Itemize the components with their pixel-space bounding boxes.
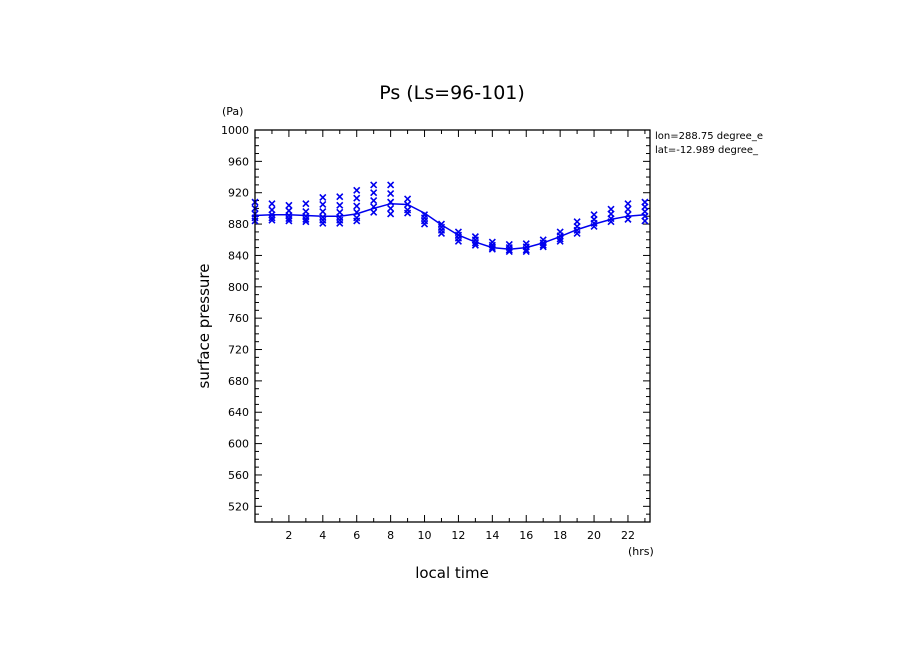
- data-point: [285, 201, 293, 209]
- x-tick-label: 16: [519, 529, 533, 542]
- data-point: [353, 186, 361, 194]
- y-tick-label: 560: [228, 469, 249, 482]
- data-point: [404, 200, 412, 209]
- data-point: [471, 239, 479, 247]
- data-point: [285, 217, 293, 225]
- data-point: [370, 208, 378, 216]
- data-point: [387, 210, 395, 218]
- data-point: [471, 241, 479, 249]
- y-tick-label: 800: [228, 281, 249, 294]
- data-point: [268, 200, 276, 208]
- data-point: [302, 200, 310, 208]
- y-tick-label: 880: [228, 218, 249, 231]
- y-tick-label: 840: [228, 249, 249, 262]
- x-tick-label: 8: [387, 529, 394, 542]
- data-point: [268, 214, 276, 222]
- chart-title: Ps (Ls=96-101): [379, 82, 525, 104]
- data-point: [420, 220, 429, 228]
- data-point: [336, 219, 344, 227]
- y-axis-label: surface pressure: [195, 264, 213, 389]
- data-point: [404, 209, 412, 217]
- data-point: [505, 246, 513, 254]
- x-tick-label: 14: [485, 529, 499, 542]
- data-point: [370, 181, 378, 189]
- x-tick-label: 12: [451, 529, 465, 542]
- x-tick-label: 6: [353, 529, 360, 542]
- data-point: [624, 205, 632, 213]
- data-point: [539, 243, 547, 251]
- x-tick-label: 20: [587, 529, 601, 542]
- data-point: [624, 215, 632, 223]
- data-point: [370, 196, 378, 205]
- data-point: [370, 189, 378, 197]
- data-point: [353, 202, 361, 210]
- data-point: [268, 216, 276, 224]
- y-tick-label: 960: [228, 155, 249, 168]
- data-point: [607, 218, 615, 226]
- y-tick-label: 1000: [221, 124, 249, 137]
- data-point: [336, 201, 344, 209]
- data-point: [522, 246, 530, 254]
- y-tick-label: 720: [228, 344, 249, 357]
- x-tick-label: 18: [553, 529, 567, 542]
- data-point: [302, 218, 310, 226]
- data-point: [556, 237, 564, 245]
- data-point: [370, 203, 378, 211]
- data-point: [505, 247, 513, 256]
- y-axis-unit: (Pa): [222, 105, 243, 118]
- data-point: [353, 208, 361, 216]
- data-point: [387, 189, 395, 198]
- x-axis-unit: (hrs): [628, 545, 654, 558]
- annotation-lat: lat=-12.989 degree_: [655, 145, 759, 156]
- data-point: [573, 229, 581, 238]
- data-point: [454, 237, 462, 245]
- y-tick-label: 640: [228, 406, 249, 419]
- data-series: [251, 181, 649, 256]
- x-tick-label: 2: [285, 529, 292, 542]
- x-tick-label: 22: [621, 529, 635, 542]
- data-point: [285, 215, 293, 223]
- x-tick-label: 10: [418, 529, 432, 542]
- data-point: [319, 193, 327, 201]
- data-point: [353, 217, 361, 225]
- data-point: [319, 207, 327, 216]
- x-tick-label: 4: [319, 529, 326, 542]
- data-point: [387, 198, 395, 206]
- annotation-lon: lon=288.75 degree_e: [655, 131, 763, 142]
- data-point: [437, 229, 446, 238]
- y-tick-label: 760: [228, 312, 249, 325]
- data-point: [590, 222, 598, 230]
- x-axis-label: local time: [415, 564, 489, 582]
- data-point: [387, 204, 395, 212]
- axis-ticks: [255, 130, 650, 522]
- data-point: [488, 244, 496, 252]
- y-tick-label: 520: [228, 500, 249, 513]
- y-tick-label: 600: [228, 438, 249, 451]
- y-tick-label: 920: [228, 187, 249, 200]
- data-point: [319, 200, 327, 209]
- series-line: [254, 202, 645, 250]
- data-point: [319, 219, 327, 227]
- data-point: [624, 200, 632, 208]
- plot-frame: [254, 129, 651, 523]
- tick-labels: 2 4 6 8 10 12 14 16 18 20 22 520 560 600 640 680 720 760 8…: [221, 124, 635, 542]
- data-point: [336, 193, 344, 201]
- y-tick-label: 680: [228, 375, 249, 388]
- data-point: [387, 181, 395, 189]
- data-point: [641, 217, 649, 225]
- data-point: [556, 235, 564, 243]
- data-point: [488, 245, 496, 253]
- data-point: [522, 247, 530, 256]
- data-point: [353, 194, 361, 202]
- data-point: [302, 215, 310, 223]
- data-point: [404, 195, 412, 203]
- data-point: [539, 241, 547, 249]
